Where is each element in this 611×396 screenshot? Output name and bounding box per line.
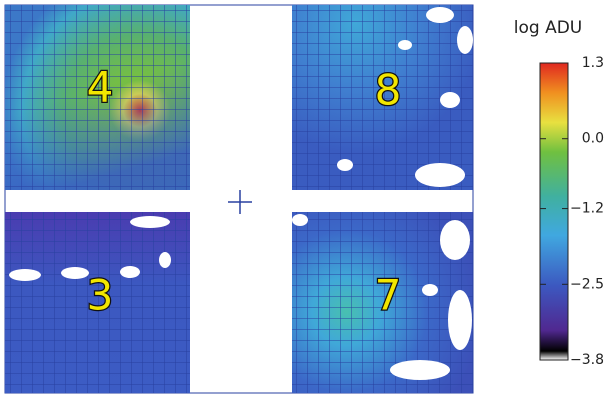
colorbar-tick-label: 0.0 <box>582 131 604 147</box>
colorbar-tick-label: −2.5 <box>570 276 604 292</box>
panel-label: 8 <box>375 66 402 115</box>
panel-label: 3 <box>87 271 114 320</box>
chart: 4 8 3 7 log ADU 1.3 0.0 −1.2 −2.5 −3.8 <box>0 0 611 396</box>
colorbar-tick-label: −1.2 <box>570 201 604 217</box>
center-cross <box>228 190 252 214</box>
panel-label: 4 <box>87 63 114 112</box>
colorbar-tick-label: −3.8 <box>570 352 604 368</box>
panel-label: 7 <box>375 271 402 320</box>
colorbar <box>540 63 568 360</box>
colorbar-label: log ADU <box>514 18 582 38</box>
colorbar-tick-label: 1.3 <box>582 55 604 71</box>
